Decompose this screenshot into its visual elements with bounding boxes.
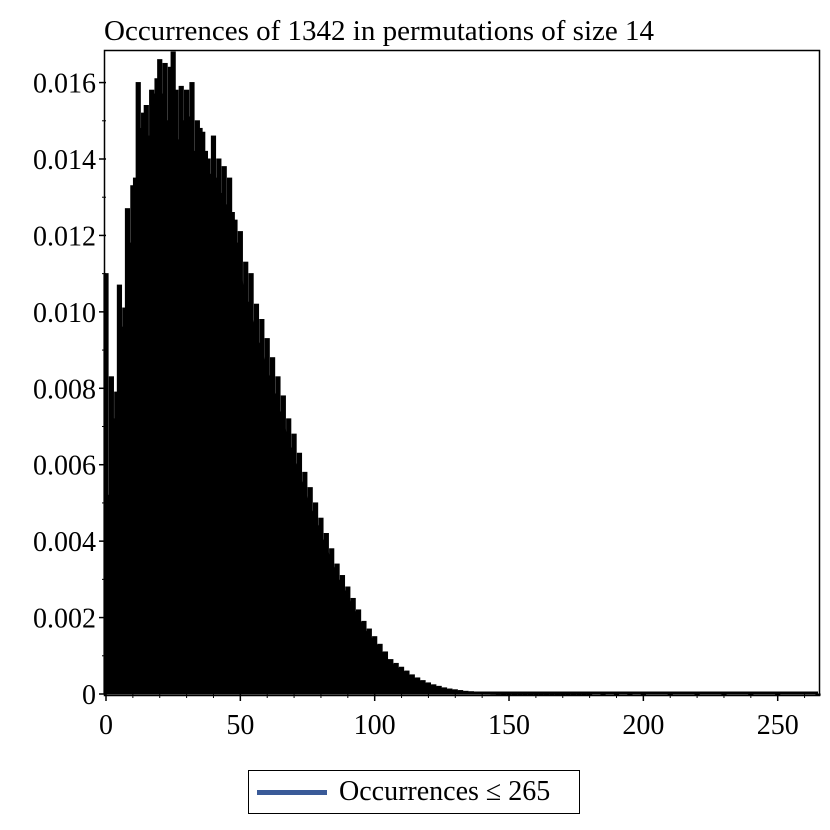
bar [350,597,356,695]
bar [312,502,319,695]
x-tick-label: 50 [226,710,254,741]
legend-swatch [257,789,327,795]
x-tick-label: 250 [757,710,799,741]
bar [296,452,303,695]
bar [264,338,270,695]
x-tick-label: 100 [354,710,396,741]
x-tick-label: 150 [488,710,530,741]
bar [237,231,243,695]
y-tick-label: 0.006 [33,451,96,482]
y-tick-label: 0.002 [33,604,96,635]
bar [329,548,335,695]
y-tick-label: 0.016 [33,69,96,100]
bar [291,433,297,695]
y-tick-label: 0 [82,680,96,711]
bar [382,651,389,695]
legend: Occurrences ≤ 265 [248,770,580,814]
bar [302,471,308,695]
bar [286,418,292,695]
bar [339,575,346,695]
axis-ticks: 0 50 100 150 200 250 0 0.002 0.004 0.006 0.008 0.01… [33,69,806,741]
x-tick-label: 0 [99,710,113,741]
bar [269,357,276,695]
bar [253,303,260,695]
bar [275,376,281,695]
bar [409,674,415,695]
bar [404,670,410,695]
chart-title: Occurrences of 1342 in permutations of s… [104,15,655,47]
bar [323,533,329,695]
x-tick-label: 200 [622,710,664,741]
bar [345,586,351,695]
bar [361,620,367,695]
bar [248,273,254,695]
bar [259,319,265,695]
bar [355,609,362,695]
y-tick-label: 0.012 [33,221,96,252]
bar [372,636,378,695]
bar [280,395,286,695]
bar [393,662,399,695]
y-tick-label: 0.010 [33,298,96,329]
bar [388,659,394,695]
bars-group [103,51,821,696]
bar [334,563,340,695]
bar [307,487,313,695]
y-tick-label: 0.014 [33,145,96,176]
bar [398,666,405,695]
y-tick-label: 0.004 [33,527,96,558]
bar [243,261,249,695]
y-tick-label: 0.008 [33,374,96,405]
bar [366,628,372,695]
legend-label: Occurrences ≤ 265 [339,776,551,807]
bar [318,517,324,695]
plot-frame [103,49,821,697]
bar [377,643,383,695]
